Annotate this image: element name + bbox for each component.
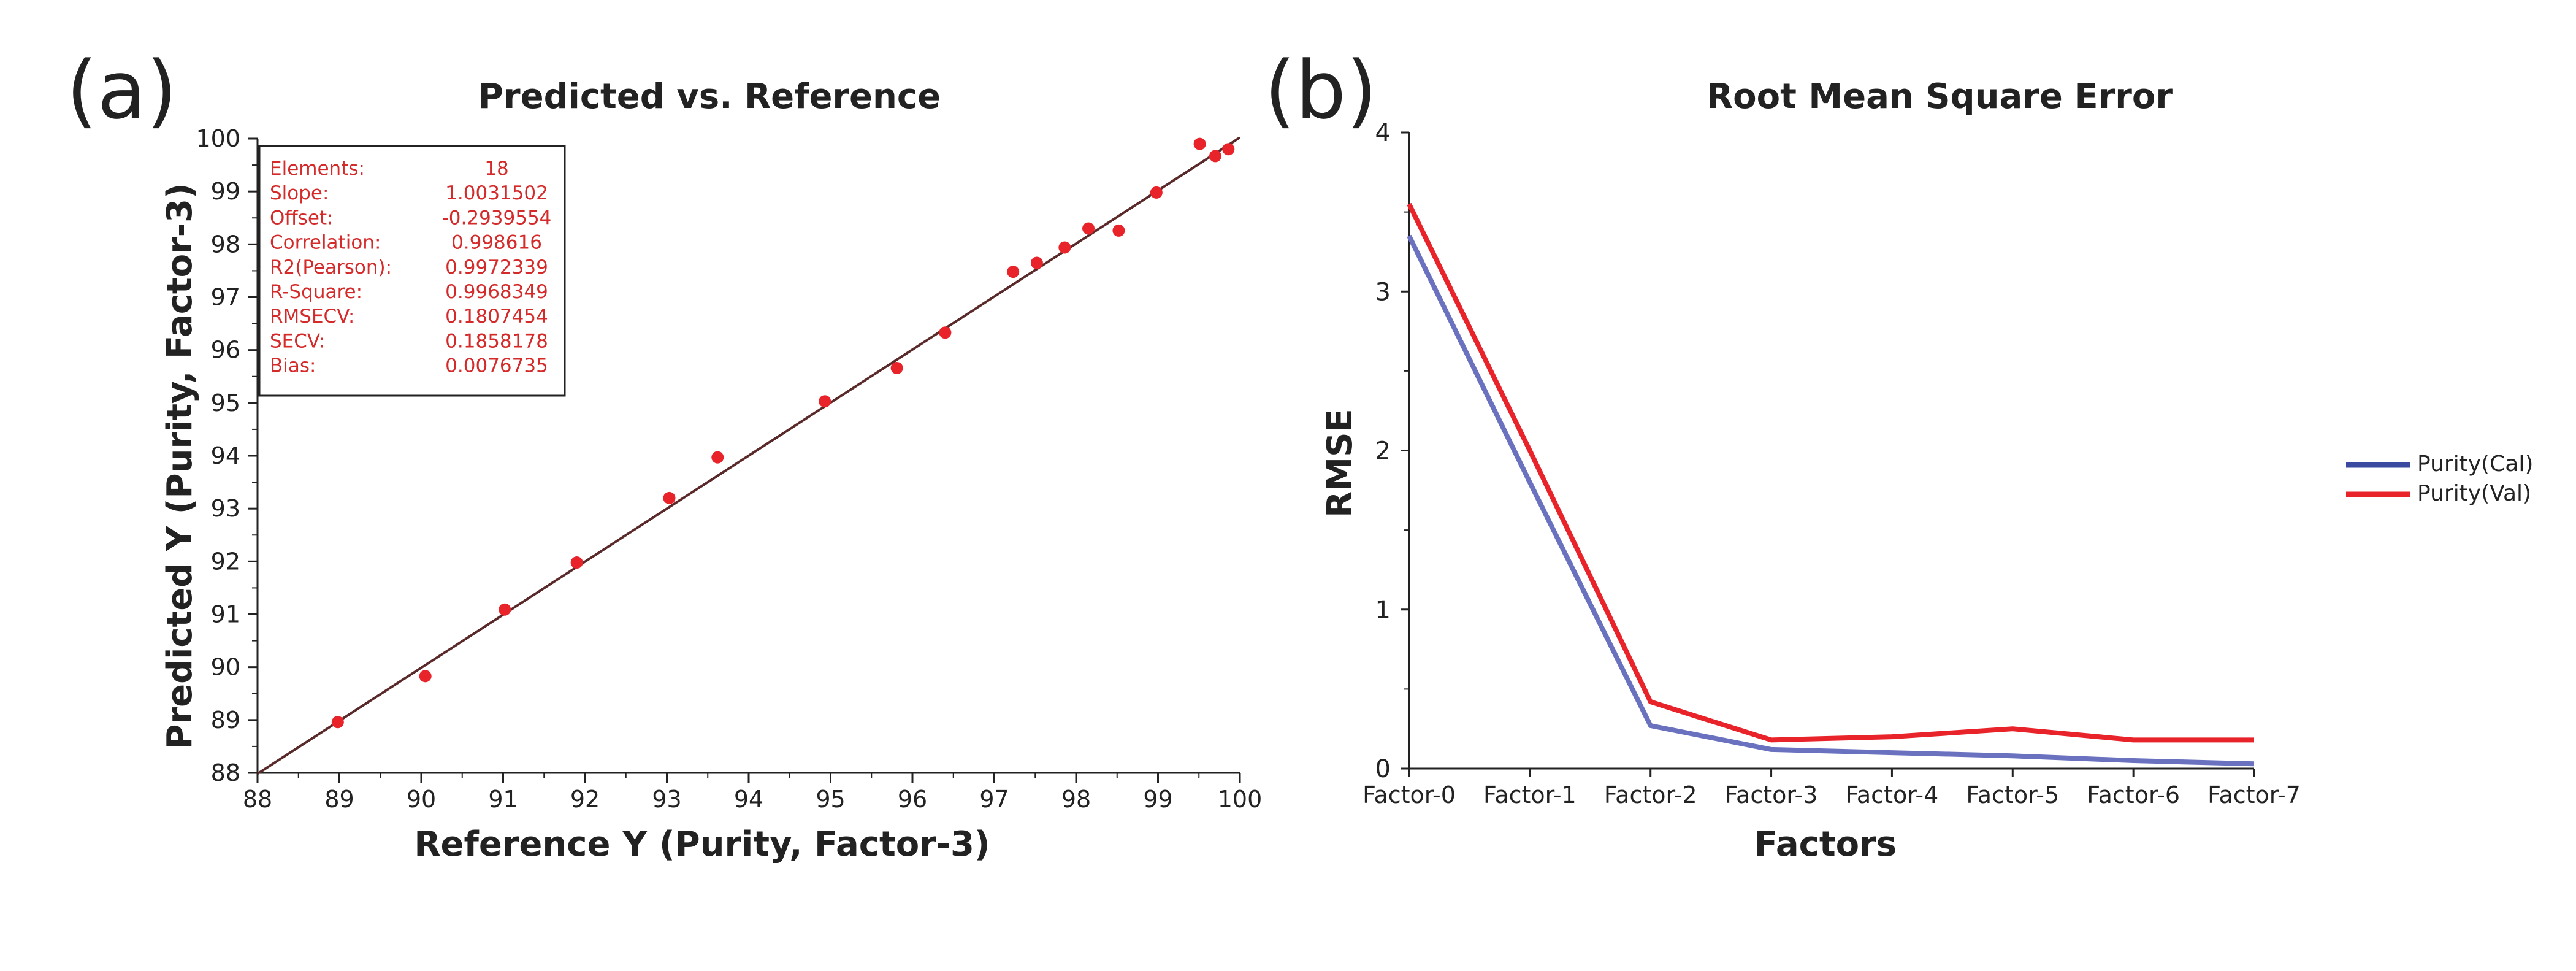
panel-a-label: (a) [66, 44, 177, 137]
panel-a-y-tick-label: 94 [211, 442, 240, 469]
panel-b-x-tick-label: Factor-3 [1725, 781, 1818, 808]
panel-a-y-tick-label: 96 [211, 337, 240, 364]
panel-b-y-tick-label: 3 [1375, 278, 1391, 306]
panel-b-x-tick-label: Factor-1 [1483, 781, 1577, 808]
panel-b-label: (b) [1264, 44, 1377, 137]
panel-a-x-tick-label: 90 [407, 786, 436, 813]
stats-label: R2(Pearson): [270, 256, 392, 278]
stats-label: Bias: [270, 355, 316, 377]
stats-value: 0.9972339 [445, 256, 548, 278]
panel-b-title: Root Mean Square Error [1707, 77, 2173, 117]
panel-b-x-tick-label: Factor-0 [1363, 781, 1456, 808]
panel-a-y-tick-label: 100 [196, 125, 240, 152]
panel-a-y-tick-label: 99 [211, 178, 240, 205]
stats-label: RMSECV: [270, 305, 354, 328]
stats-label: Slope: [270, 182, 329, 204]
panel-a-x-tick-label: 99 [1143, 786, 1172, 813]
panel-a-x-tick-label: 98 [1061, 786, 1091, 813]
regression-line [256, 136, 1241, 775]
data-point [1030, 256, 1043, 269]
stats-value: 0.9968349 [445, 281, 548, 303]
panel-a-y-tick-label: 92 [211, 548, 240, 575]
panel-b-x-tick-label: Factor-4 [1846, 781, 1939, 808]
panel-a-xlabel: Reference Y (Purity, Factor-3) [414, 824, 990, 864]
panel-a-y-tick-label: 89 [211, 707, 240, 734]
stats-value: 0.1858178 [445, 330, 548, 352]
data-point [1150, 186, 1163, 199]
data-point [499, 603, 511, 616]
data-point [1082, 222, 1095, 235]
data-point [819, 395, 831, 408]
data-point [1209, 150, 1221, 163]
stats-box: Elements: 18 Slope: 1.0031502 Offset: -0.2939… [258, 145, 566, 397]
data-point [419, 670, 432, 683]
data-point [663, 491, 676, 504]
data-point [1007, 266, 1020, 278]
stats-box-border [258, 145, 566, 397]
stats-value: 0.0076735 [445, 355, 548, 377]
series-line-val [1407, 202, 2254, 743]
stats-value: 18 [484, 158, 508, 180]
panel-b-y-tick-label: 1 [1375, 596, 1391, 624]
panel-a-y-tick-label: 95 [211, 390, 240, 416]
panel-a-y-tick-label: 93 [211, 495, 240, 522]
legend: Purity(Cal) Purity(Val) [2346, 451, 2533, 506]
data-point [939, 326, 952, 339]
panel-a-y-tick-label: 88 [211, 759, 240, 786]
stats-label: R-Square: [270, 281, 362, 303]
stats-value: 0.998616 [451, 232, 542, 254]
panel-a-y-tick-label: 90 [211, 654, 240, 681]
panel-a-plot: 88 89 90 91 92 93 94 95 96 97 98 99 100 88 89 90 91 92 93 9… [196, 125, 1262, 813]
legend-label-val: Purity(Val) [2417, 481, 2531, 506]
panel-a-title: Predicted vs. Reference [478, 77, 941, 117]
panel-b-x-tick-label: Factor-2 [1604, 781, 1697, 808]
panel-b-y-tick-label: 4 [1375, 119, 1391, 147]
panel-a-x-tick-label: 92 [570, 786, 600, 813]
stats-value: -0.2939554 [442, 207, 552, 229]
panel-a-x-tick-label: 96 [898, 786, 927, 813]
panel-a-x-tick-label: 89 [324, 786, 354, 813]
panel-b-ylabel: RMSE [1320, 409, 1360, 517]
panel-a-x-tick-label: 97 [979, 786, 1009, 813]
panel-a-x-tick-label: 91 [488, 786, 518, 813]
stats-value: 0.1807454 [445, 305, 548, 328]
panel-a-y-tick-label: 91 [211, 601, 240, 628]
stats-label: Elements: [270, 158, 365, 180]
panel-b-x-tick-label: Factor-7 [2207, 781, 2301, 808]
stats-value: 1.0031502 [445, 182, 548, 204]
panel-b-y-tick-label: 2 [1375, 437, 1391, 466]
series-line-cal [1407, 234, 2255, 767]
data-point [1193, 137, 1206, 150]
panel-a-y-tick-label: 98 [211, 231, 240, 258]
panel-a-x-tick-label: 100 [1218, 786, 1263, 813]
data-point [890, 361, 903, 374]
panel-b-x-tick-label: Factor-5 [1966, 781, 2059, 808]
data-point [570, 556, 583, 569]
stats-label: Offset: [270, 207, 334, 229]
stats-label: SECV: [270, 330, 325, 352]
legend-label-cal: Purity(Cal) [2417, 451, 2533, 477]
panel-b-plot: Factor-0 Factor-1 Factor-2 Factor-3 Factor-4… [1363, 119, 2301, 808]
panel-a-x-tick-label: 95 [816, 786, 845, 813]
panel-a-x-tick-label: 93 [652, 786, 681, 813]
data-point [1222, 143, 1235, 156]
panel-a-x-tick-label: 94 [734, 786, 763, 813]
panel-a-y-tick-label: 97 [211, 284, 240, 311]
panel-a-x-tick-label: 88 [243, 786, 272, 813]
panel-b-x-tick-label: Factor-6 [2087, 781, 2180, 808]
data-point [1112, 224, 1125, 237]
data-point [331, 716, 344, 729]
stats-label: Correlation: [270, 232, 381, 254]
panel-b-xlabel: Factors [1754, 824, 1897, 864]
data-point [1058, 241, 1071, 254]
panel-a-ylabel: Predicted Y (Purity, Factor-3) [160, 183, 200, 749]
panel-b-y-tick-label: 0 [1375, 755, 1391, 783]
data-point [711, 451, 724, 464]
